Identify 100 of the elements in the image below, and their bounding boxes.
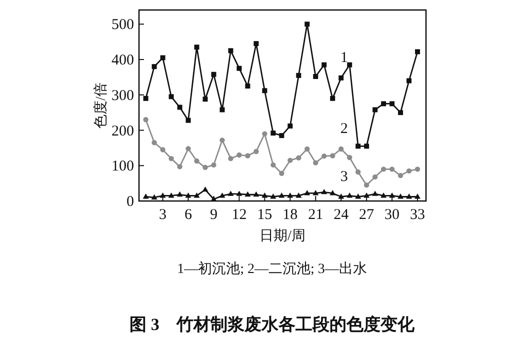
- point: [160, 147, 166, 152]
- point: [186, 118, 191, 123]
- y-tick-label: 100: [112, 158, 134, 175]
- point: [288, 124, 293, 129]
- point: [338, 194, 344, 199]
- point: [202, 186, 208, 192]
- y-tick-label: 300: [112, 88, 134, 104]
- point: [254, 41, 259, 46]
- point: [372, 107, 378, 112]
- point: [372, 190, 378, 196]
- point: [415, 49, 420, 54]
- point: [364, 192, 370, 198]
- point: [321, 188, 328, 194]
- point: [288, 158, 293, 163]
- x-tick-label: 30: [384, 207, 400, 223]
- y-tick-label: 400: [112, 52, 134, 69]
- point: [398, 194, 404, 199]
- point: [304, 190, 310, 196]
- point: [372, 174, 378, 180]
- point: [202, 164, 208, 170]
- point: [177, 164, 182, 170]
- series-label: 1: [340, 50, 348, 66]
- point: [322, 153, 327, 159]
- point: [177, 104, 182, 110]
- point: [313, 160, 318, 166]
- point: [254, 148, 259, 154]
- x-tick-label: 15: [257, 207, 272, 223]
- series-label: 3: [340, 168, 348, 185]
- point: [346, 192, 353, 198]
- point: [236, 190, 242, 196]
- point: [168, 94, 174, 100]
- point: [389, 166, 395, 172]
- point: [270, 130, 276, 136]
- point: [143, 96, 148, 101]
- x-axis-title: 日期/周: [260, 228, 306, 244]
- x-tick-label: 9: [210, 207, 218, 223]
- point: [390, 101, 395, 106]
- point: [364, 182, 370, 188]
- point: [296, 155, 302, 160]
- y-tick-label: 200: [112, 123, 134, 140]
- point: [338, 146, 344, 152]
- x-tick-label: 21: [308, 207, 324, 223]
- text: 图 3 竹材制浆废水各工段的色度变化: [130, 315, 416, 334]
- point: [220, 107, 225, 112]
- point: [304, 146, 310, 152]
- point: [406, 78, 412, 84]
- x-tick-label: 24: [334, 207, 350, 223]
- x-tick-label: 3: [159, 207, 167, 223]
- point: [253, 191, 260, 197]
- point: [194, 44, 200, 50]
- point: [202, 96, 208, 102]
- point: [414, 194, 421, 199]
- point: [406, 194, 412, 199]
- text: 1—初沉池; 2—二沉池; 3—出水: [177, 261, 367, 277]
- point: [160, 192, 166, 198]
- point: [330, 190, 336, 196]
- point: [262, 88, 268, 94]
- point: [346, 154, 352, 160]
- point: [270, 162, 276, 168]
- point: [381, 101, 386, 106]
- point: [355, 169, 361, 175]
- point: [211, 72, 216, 77]
- point: [245, 153, 250, 158]
- y-tick-label: 500: [112, 17, 134, 34]
- point: [330, 96, 336, 101]
- point: [151, 194, 158, 200]
- point: [194, 192, 200, 198]
- point: [168, 192, 174, 198]
- point: [296, 192, 302, 198]
- point: [160, 55, 166, 60]
- point: [322, 62, 327, 68]
- point: [338, 75, 344, 80]
- point: [262, 131, 268, 136]
- x-tick-label: 27: [359, 207, 375, 223]
- point: [142, 194, 149, 199]
- x-tick-label: 6: [184, 207, 192, 223]
- point: [356, 144, 361, 149]
- point: [245, 84, 250, 89]
- x-tick-label: 18: [282, 207, 298, 223]
- point: [398, 110, 404, 116]
- point: [330, 153, 336, 158]
- point: [228, 156, 234, 162]
- point: [389, 192, 396, 198]
- point: [219, 192, 226, 198]
- x-tick-label: 12: [232, 207, 247, 223]
- series-label: 2: [340, 121, 348, 138]
- point: [380, 192, 387, 198]
- point: [262, 192, 268, 198]
- point: [168, 156, 174, 162]
- point: [364, 144, 370, 149]
- point: [279, 170, 284, 176]
- point: [355, 194, 362, 199]
- point: [244, 191, 251, 197]
- point: [296, 72, 302, 78]
- point: [278, 192, 285, 198]
- x-tick-label: 33: [410, 207, 426, 223]
- point: [313, 74, 318, 79]
- y-tick-label: 0: [126, 194, 134, 210]
- point: [270, 194, 276, 199]
- point: [414, 166, 420, 172]
